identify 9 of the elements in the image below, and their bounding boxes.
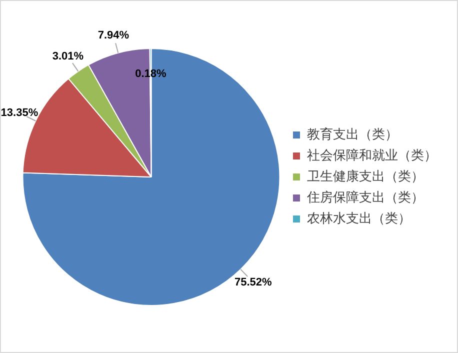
legend-label: 社会保障和就业（类） (307, 148, 437, 164)
data-label: 7.94% (98, 29, 130, 42)
legend-label: 农林水支出（类） (307, 211, 411, 226)
legend-label: 住房保障支出（类） (306, 189, 424, 206)
legend-label: 教育支出（类） (307, 126, 398, 142)
data-label: 75.52% (234, 276, 272, 288)
data-label: 13.35% (0, 107, 38, 120)
legend-label: 卫生健康支出（类） (307, 169, 424, 184)
data-label: 3.01% (52, 50, 84, 63)
